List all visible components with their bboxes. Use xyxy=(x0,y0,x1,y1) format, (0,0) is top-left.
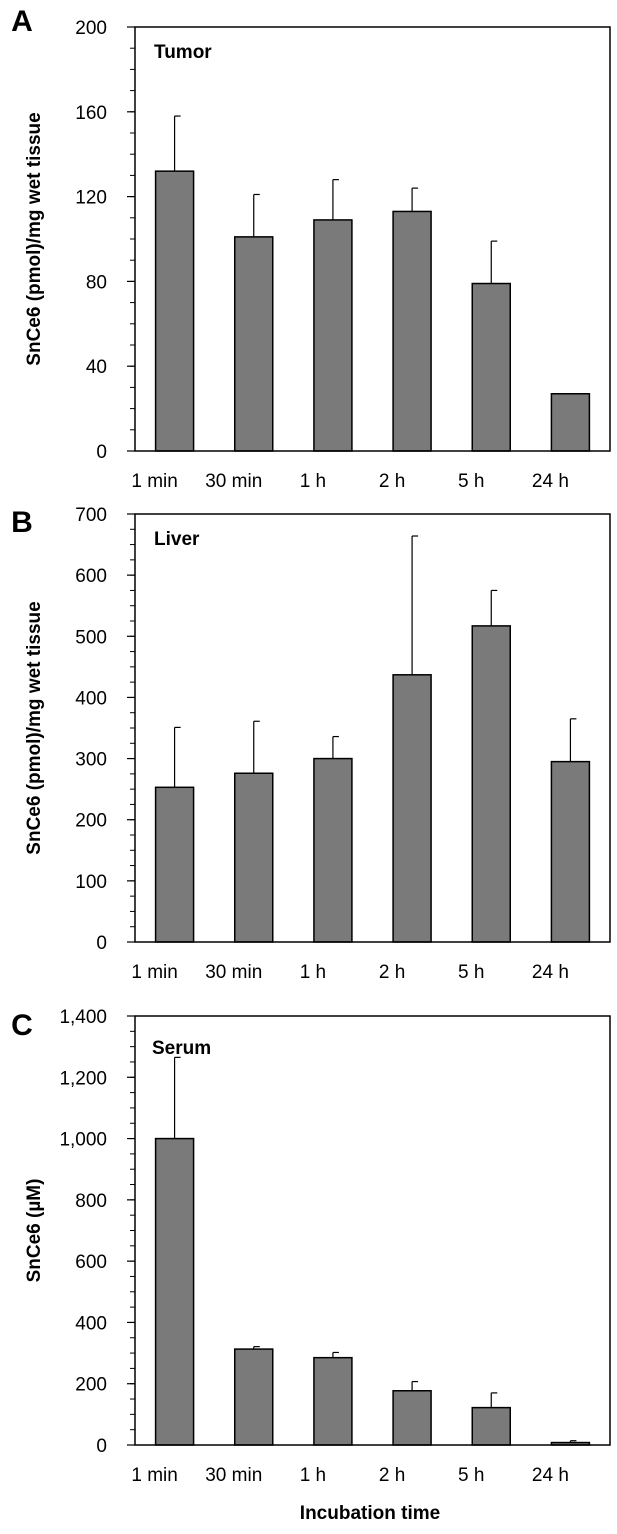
bar xyxy=(550,760,591,943)
x-tick-label: 30 min xyxy=(205,962,262,983)
bar xyxy=(313,1356,353,1446)
y-tick-label: 40 xyxy=(86,357,107,378)
x-tick-label: 24 h xyxy=(532,1465,569,1486)
y-tick-label: 400 xyxy=(75,1313,107,1334)
bar xyxy=(313,757,353,943)
y-tick-label: 400 xyxy=(75,688,107,709)
bar xyxy=(550,393,591,452)
bar xyxy=(471,282,511,452)
y-axis-label: SnCe6 (µM) xyxy=(24,1179,45,1283)
x-tick-label: 24 h xyxy=(532,471,569,492)
chart-panel-c: C Serum 0 200 400 600 800 1,000 1,200 1,400 1 min 3… xyxy=(11,1007,611,1486)
y-tick-label: 160 xyxy=(75,103,107,124)
y-tick-label: 800 xyxy=(75,1191,107,1212)
chart-title: Serum xyxy=(152,1038,211,1059)
bar xyxy=(471,625,511,943)
bar xyxy=(392,210,432,452)
x-tick-label: 24 h xyxy=(532,962,569,983)
y-tick-label: 600 xyxy=(75,1252,107,1273)
x-tick-label: 1 h xyxy=(300,471,326,492)
y-tick-label: 100 xyxy=(75,872,107,893)
y-axis-label: SnCe6 (pmol)/mg wet tissue xyxy=(24,601,45,854)
x-axis-label: Incubation time xyxy=(300,1503,440,1524)
y-tick-label: 1,400 xyxy=(59,1007,107,1028)
x-tick-label: 5 h xyxy=(458,962,484,983)
bar xyxy=(392,674,432,943)
chart-title: Tumor xyxy=(154,42,212,63)
y-tick-label: 1,200 xyxy=(59,1068,107,1089)
plot-frame xyxy=(134,513,611,943)
y-tick-label: 700 xyxy=(75,505,107,526)
plot-frame xyxy=(134,26,611,452)
y-tick-label: 200 xyxy=(75,1375,107,1396)
x-tick-label: 5 h xyxy=(458,471,484,492)
bar xyxy=(154,170,195,452)
bar xyxy=(392,1390,432,1446)
y-axis-label: SnCe6 (pmol)/mg wet tissue xyxy=(24,112,45,365)
bar xyxy=(234,1348,274,1446)
y-tick-label: 0 xyxy=(96,442,107,463)
x-tick-label: 1 min xyxy=(131,962,177,983)
bar xyxy=(234,772,274,943)
chart-panel-b: B Liver 0 100 200 300 400 500 600 700 1 min 30 min 1… xyxy=(11,505,611,983)
x-tick-label: 30 min xyxy=(205,1465,262,1486)
y-tick-label: 600 xyxy=(75,566,107,587)
bar xyxy=(313,219,353,452)
y-tick-label: 120 xyxy=(75,188,107,209)
chart-panel-a: A Tumor 0 40 80 120 160 200 1 min 30 min 1 h 2 h 5 h… xyxy=(11,5,611,492)
x-tick-label: 2 h xyxy=(379,1465,405,1486)
bar xyxy=(234,236,274,452)
x-tick-label: 5 h xyxy=(458,1465,484,1486)
y-tick-label: 300 xyxy=(75,750,107,771)
x-tick-label: 1 min xyxy=(131,1465,177,1486)
bar xyxy=(471,1406,511,1446)
panel-letter: C xyxy=(11,1009,33,1042)
y-tick-label: 200 xyxy=(75,18,107,39)
chart-title: Liver xyxy=(154,529,200,550)
x-tick-label: 1 min xyxy=(131,471,177,492)
plot-frame xyxy=(134,1015,611,1446)
x-tick-label: 2 h xyxy=(379,471,405,492)
x-tick-label: 1 h xyxy=(300,1465,326,1486)
panel-letter: B xyxy=(11,506,33,539)
x-tick-label: 30 min xyxy=(205,471,262,492)
panel-letter: A xyxy=(11,5,33,38)
bar xyxy=(154,786,195,943)
y-tick-label: 1,000 xyxy=(59,1130,107,1151)
x-tick-label: 2 h xyxy=(379,962,405,983)
bar xyxy=(154,1137,195,1446)
y-tick-label: 500 xyxy=(75,627,107,648)
y-tick-label: 80 xyxy=(86,272,107,293)
y-tick-label: 0 xyxy=(96,933,107,954)
x-tick-label: 1 h xyxy=(300,962,326,983)
y-tick-label: 200 xyxy=(75,811,107,832)
y-tick-label: 0 xyxy=(96,1436,107,1457)
